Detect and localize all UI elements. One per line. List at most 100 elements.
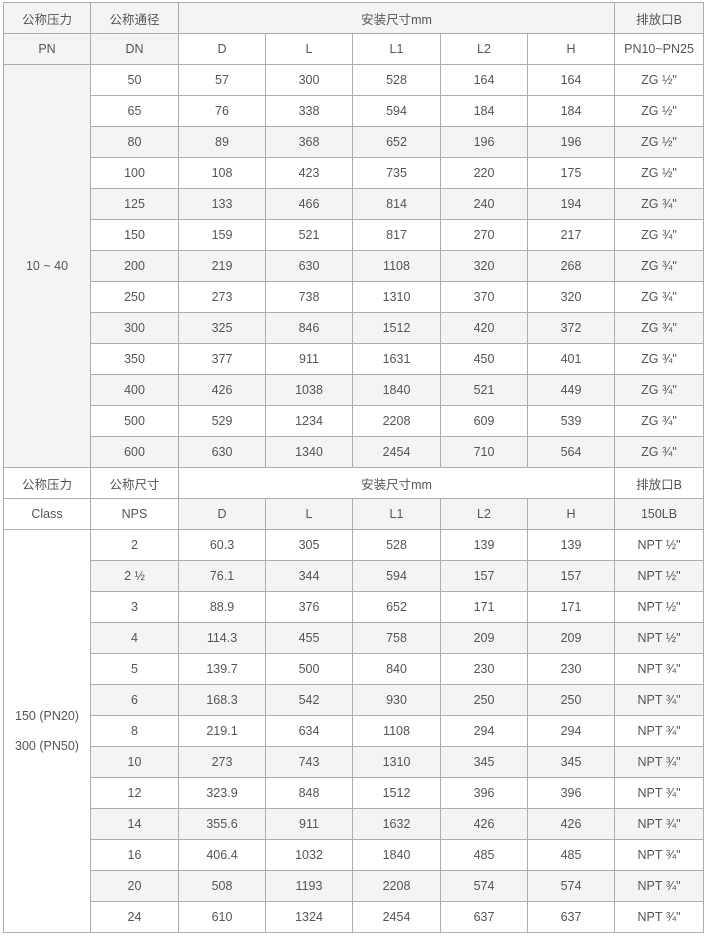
l-cell: 911 <box>265 808 353 840</box>
pressure-group-label: 150 (PN20) <box>15 709 79 723</box>
l-cell: 466 <box>265 188 353 220</box>
h-cell: 164 <box>526 64 616 96</box>
nominal-size-cell: 16 <box>90 839 179 871</box>
h-cell: 171 <box>526 591 616 623</box>
l-cell: 738 <box>265 281 353 313</box>
l1-cell: 758 <box>352 622 441 654</box>
l1-cell: 2208 <box>352 405 441 437</box>
l2-cell: 521 <box>440 374 528 406</box>
l-cell: 300 <box>265 64 353 96</box>
drain-cell: ZG ¾" <box>614 436 705 468</box>
d-cell: 76 <box>178 95 266 127</box>
column-header-l1: L1 <box>352 33 441 65</box>
h-cell: 401 <box>526 343 616 375</box>
l1-cell: 594 <box>352 560 441 592</box>
l-cell: 846 <box>265 312 353 344</box>
column-header-l: L <box>265 33 353 65</box>
column-header-l1: L1 <box>352 498 441 530</box>
drain-sub-header: PN10~PN25 <box>614 33 705 65</box>
drain-cell: NPT ¾" <box>614 684 705 716</box>
dimensions-header: 安装尺寸mm <box>177 2 616 34</box>
l1-cell: 1632 <box>352 808 441 840</box>
nominal-size-cell: 20 <box>90 870 179 902</box>
pressure-group-cell: 10 ~ 40 <box>3 64 91 468</box>
header-row: 公称压力 公称尺寸 安装尺寸mm 排放口B <box>3 467 705 499</box>
l-cell: 500 <box>265 653 353 685</box>
h-cell: 230 <box>526 653 616 685</box>
drain-cell: NPT ¾" <box>614 746 705 778</box>
l-cell: 305 <box>265 529 353 561</box>
nominal-size-cell: 2 <box>90 529 179 561</box>
column-header-h: H <box>526 498 616 530</box>
drain-cell: NPT ½" <box>614 560 705 592</box>
table-row: 400 426 1038 1840 521 449 ZG ¾" <box>4 374 705 406</box>
nominal-size-cell: 24 <box>90 901 179 933</box>
d-cell: 108 <box>178 157 266 189</box>
drain-cell: NPT ¾" <box>614 870 705 902</box>
nominal-size-cell: 125 <box>90 188 179 220</box>
pressure-group-label: 300 (PN50) <box>15 739 79 753</box>
pressure-group-cell: 150 (PN20) 300 (PN50) <box>3 529 91 933</box>
l1-cell: 1631 <box>352 343 441 375</box>
size-header: 公称通径 <box>90 2 179 34</box>
l1-cell: 594 <box>352 95 441 127</box>
table-row: 12 323.9 848 1512 396 396 NPT ¾" <box>4 777 705 809</box>
header-row: Class NPS D L L1 L2 H 150LB <box>3 498 705 530</box>
h-cell: 426 <box>526 808 616 840</box>
d-cell: 426 <box>178 374 266 406</box>
h-cell: 449 <box>526 374 616 406</box>
h-cell: 539 <box>526 405 616 437</box>
l1-cell: 735 <box>352 157 441 189</box>
column-header-l: L <box>265 498 353 530</box>
table-row: 8 219.1 634 1108 294 294 NPT ¾" <box>4 715 705 747</box>
header-row: 公称压力 公称通径 安装尺寸mm 排放口B <box>3 2 705 34</box>
nominal-size-cell: 3 <box>90 591 179 623</box>
nominal-size-cell: 350 <box>90 343 179 375</box>
l-cell: 1324 <box>265 901 353 933</box>
d-cell: 406.4 <box>178 839 266 871</box>
size-header: 公称尺寸 <box>90 467 179 499</box>
l1-cell: 1840 <box>352 839 441 871</box>
drain-cell: ZG ¾" <box>614 374 705 406</box>
drain-cell: ZG ½" <box>614 95 705 127</box>
d-cell: 159 <box>178 219 266 251</box>
pressure-group-label: 10 ~ 40 <box>25 259 69 273</box>
nominal-size-cell: 14 <box>90 808 179 840</box>
column-header-d: D <box>178 498 266 530</box>
l2-cell: 294 <box>440 715 528 747</box>
d-cell: 219.1 <box>178 715 266 747</box>
d-cell: 610 <box>178 901 266 933</box>
table-row: 350 377 911 1631 450 401 ZG ¾" <box>4 343 705 375</box>
l-cell: 848 <box>265 777 353 809</box>
nominal-size-cell: 500 <box>90 405 179 437</box>
l2-cell: 164 <box>440 64 528 96</box>
h-cell: 345 <box>526 746 616 778</box>
d-cell: 76.1 <box>178 560 266 592</box>
column-header-h: H <box>526 33 616 65</box>
l1-cell: 1108 <box>352 715 441 747</box>
column-header-l2: L2 <box>440 498 528 530</box>
column-header-d: D <box>178 33 266 65</box>
nominal-size-cell: 5 <box>90 653 179 685</box>
l1-cell: 1108 <box>352 250 441 282</box>
nominal-size-cell: 2 ½ <box>90 560 179 592</box>
l1-cell: 814 <box>352 188 441 220</box>
l1-cell: 1840 <box>352 374 441 406</box>
nominal-size-cell: 400 <box>90 374 179 406</box>
l2-cell: 220 <box>440 157 528 189</box>
nominal-size-cell: 4 <box>90 622 179 654</box>
drain-cell: ZG ¾" <box>614 312 705 344</box>
table-row: 10 ~ 40 50 57 300 528 164 164 ZG ½" <box>3 64 705 468</box>
l2-cell: 710 <box>440 436 528 468</box>
table-row: 200 219 630 1108 320 268 ZG ¾" <box>4 250 705 282</box>
table-row: 250 273 738 1310 370 320 ZG ¾" <box>4 281 705 313</box>
l1-cell: 528 <box>352 64 441 96</box>
h-cell: 485 <box>526 839 616 871</box>
header-row: PN DN D L L1 L2 H PN10~PN25 <box>3 33 705 65</box>
l-cell: 542 <box>265 684 353 716</box>
h-cell: 184 <box>526 95 616 127</box>
drain-header: 排放口B <box>614 467 705 499</box>
h-cell: 637 <box>526 901 616 933</box>
d-cell: 273 <box>178 281 266 313</box>
l1-cell: 1512 <box>352 777 441 809</box>
